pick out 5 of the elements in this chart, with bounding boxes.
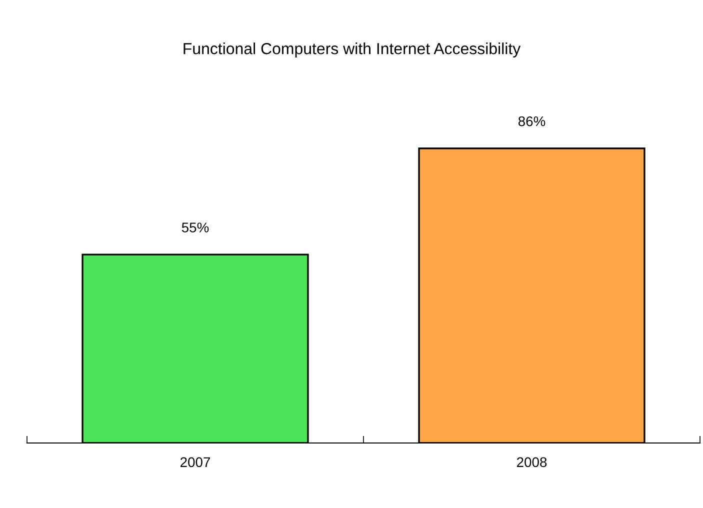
x-tick-label: 2008 (517, 457, 547, 468)
chart-title: Functional Computers with Internet Accessibility (184, 42, 521, 58)
data-label: 55% (182, 222, 209, 232)
data-label: 86% (518, 116, 546, 126)
x-tick-label: 2007 (180, 457, 210, 468)
